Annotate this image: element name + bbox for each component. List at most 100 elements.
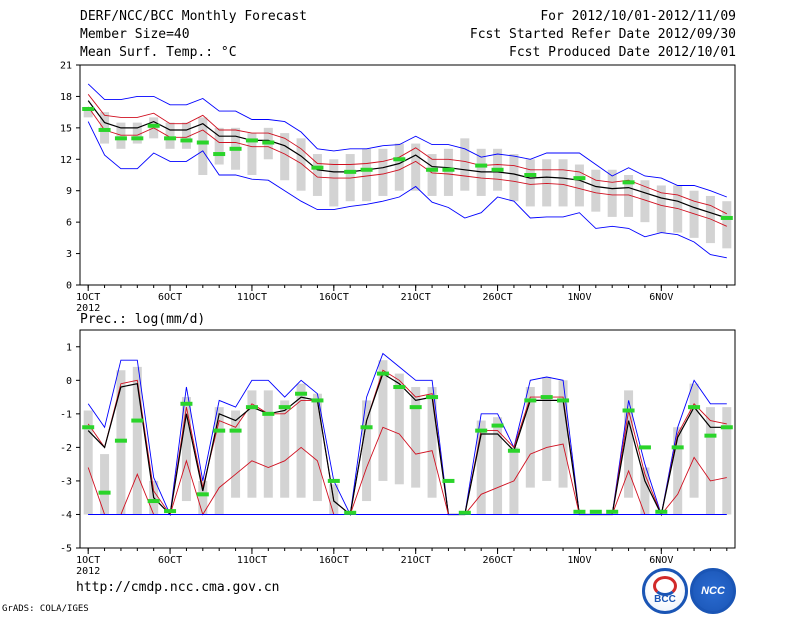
temp-spread-box	[214, 127, 224, 165]
prec-lower-line	[87, 426, 727, 516]
temp-ytick-label: 21	[60, 61, 72, 72]
prec-spread-box	[362, 400, 372, 502]
prec-observed-marker	[589, 509, 602, 514]
prec-spread-box	[411, 387, 421, 488]
prec-observed-marker	[573, 509, 586, 514]
temp-spread-box	[574, 164, 584, 207]
prec-observed-marker	[671, 445, 684, 450]
temp-ytick-label: 6	[66, 218, 72, 229]
prec-spread-box	[427, 387, 437, 498]
temp-observed-marker	[426, 167, 439, 172]
temp-observed-marker	[442, 167, 455, 172]
temp-spread-box	[443, 148, 453, 196]
temp-observed-marker	[180, 138, 193, 143]
source-url[interactable]: http://cmdp.ncc.cma.gov.cn	[76, 580, 280, 595]
temp-spread-box	[509, 154, 519, 202]
precip-panel-label: Prec.: log(mm/d)	[80, 312, 206, 327]
temp-observed-marker	[360, 167, 373, 172]
temp-xtick-label: 6NOV	[649, 292, 673, 303]
prec-xtick-label: 6OCT	[158, 555, 182, 566]
prec-observed-marker	[278, 405, 291, 410]
prec-ytick-label: -2	[60, 443, 72, 454]
forecast-period: For 2012/10/01-2012/11/09	[540, 9, 736, 24]
prec-spread-box	[640, 467, 650, 515]
temp-spread-box	[83, 106, 93, 118]
temp-spread-box	[312, 154, 322, 196]
prec-observed-marker	[82, 425, 95, 430]
temp-spread-box	[247, 133, 257, 175]
prec-observed-marker	[458, 510, 471, 515]
bcc-swirl-icon	[653, 576, 677, 596]
temp-spread-box	[542, 159, 552, 207]
prec-spread-box	[214, 407, 224, 515]
temp-max-line	[87, 83, 727, 198]
temp-spread-box	[116, 122, 126, 149]
prec-spread-box	[296, 383, 306, 498]
temp-xtick-label: 21OCT	[401, 292, 431, 303]
temp-frame	[79, 64, 736, 286]
prec-observed-marker	[229, 428, 242, 433]
prec-observed-marker	[98, 490, 111, 495]
forecast-started-date: Fcst Started Refer Date 2012/09/30	[469, 27, 736, 42]
temp-ytick-label: 3	[66, 249, 72, 260]
prec-spread-box	[542, 376, 552, 481]
prec-observed-marker	[327, 478, 340, 483]
prec-observed-marker	[180, 401, 193, 406]
temp-ytick-label: 9	[66, 186, 72, 197]
prec-ytick-label: -5	[60, 544, 72, 555]
prec-observed-marker	[196, 492, 209, 497]
temp-observed-marker	[98, 127, 111, 132]
temp-spread-box	[165, 122, 175, 149]
temp-spread-box	[558, 159, 568, 207]
header-right: For 2012/10/01-2012/11/09 Fcst Started Re…	[470, 8, 736, 62]
temp-observed-marker	[164, 136, 177, 141]
temp-spread-box	[345, 154, 355, 202]
temp-observed-marker	[213, 152, 226, 157]
temp-xtick-label: 11OCT	[237, 292, 267, 303]
prec-spread-box	[83, 410, 93, 515]
prec-observed-marker	[311, 398, 324, 403]
prec-spread-box	[722, 407, 732, 515]
temp-spread-box	[394, 143, 404, 191]
prec-observed-marker	[426, 395, 439, 400]
temp-xtick-label: 26OCT	[483, 292, 513, 303]
prec-observed-marker	[507, 448, 520, 453]
prec-observed-marker	[606, 509, 619, 514]
temp-spread-box	[624, 175, 634, 217]
grads-credit: GrADS: COLA/IGES	[2, 604, 89, 614]
prec-frame	[79, 329, 736, 549]
temp-spread-box	[181, 122, 191, 149]
temp-ytick-label: 15	[60, 123, 72, 134]
bcc-logo-text: BCC	[654, 593, 676, 605]
prec-spread-box	[689, 383, 699, 498]
temp-spread-box	[427, 154, 437, 196]
prec-spread-box	[181, 397, 191, 502]
prec-observed-marker	[491, 423, 504, 428]
prec-observed-marker	[360, 425, 373, 430]
prec-ytick-label: -3	[60, 476, 72, 487]
prec-observed-marker	[638, 445, 651, 450]
prec-xtick-label: 26OCT	[483, 555, 513, 566]
temp-spread-box	[656, 185, 666, 233]
bcc-logo: BCC	[642, 568, 688, 614]
temp-spread-box	[296, 138, 306, 191]
prec-spread-box	[280, 400, 290, 498]
temp-spread-box	[280, 133, 290, 181]
temp-xtick-label: 16OCT	[319, 292, 349, 303]
prec-observed-marker	[557, 398, 570, 403]
temp-upper-line	[87, 94, 728, 215]
temp-min-line	[87, 121, 727, 259]
prec-observed-marker	[164, 509, 177, 514]
prec-xtick-label: 11OCT	[237, 555, 267, 566]
temp-observed-marker	[147, 123, 160, 128]
temp-spread-box	[100, 112, 110, 144]
temp-spread-box	[460, 138, 470, 191]
prec-observed-marker	[655, 509, 668, 514]
prec-xtick-label: 1NOV	[567, 555, 591, 566]
prec-observed-marker	[622, 408, 635, 413]
temp-spread-box	[132, 122, 142, 144]
temp-spread-box	[640, 180, 650, 223]
